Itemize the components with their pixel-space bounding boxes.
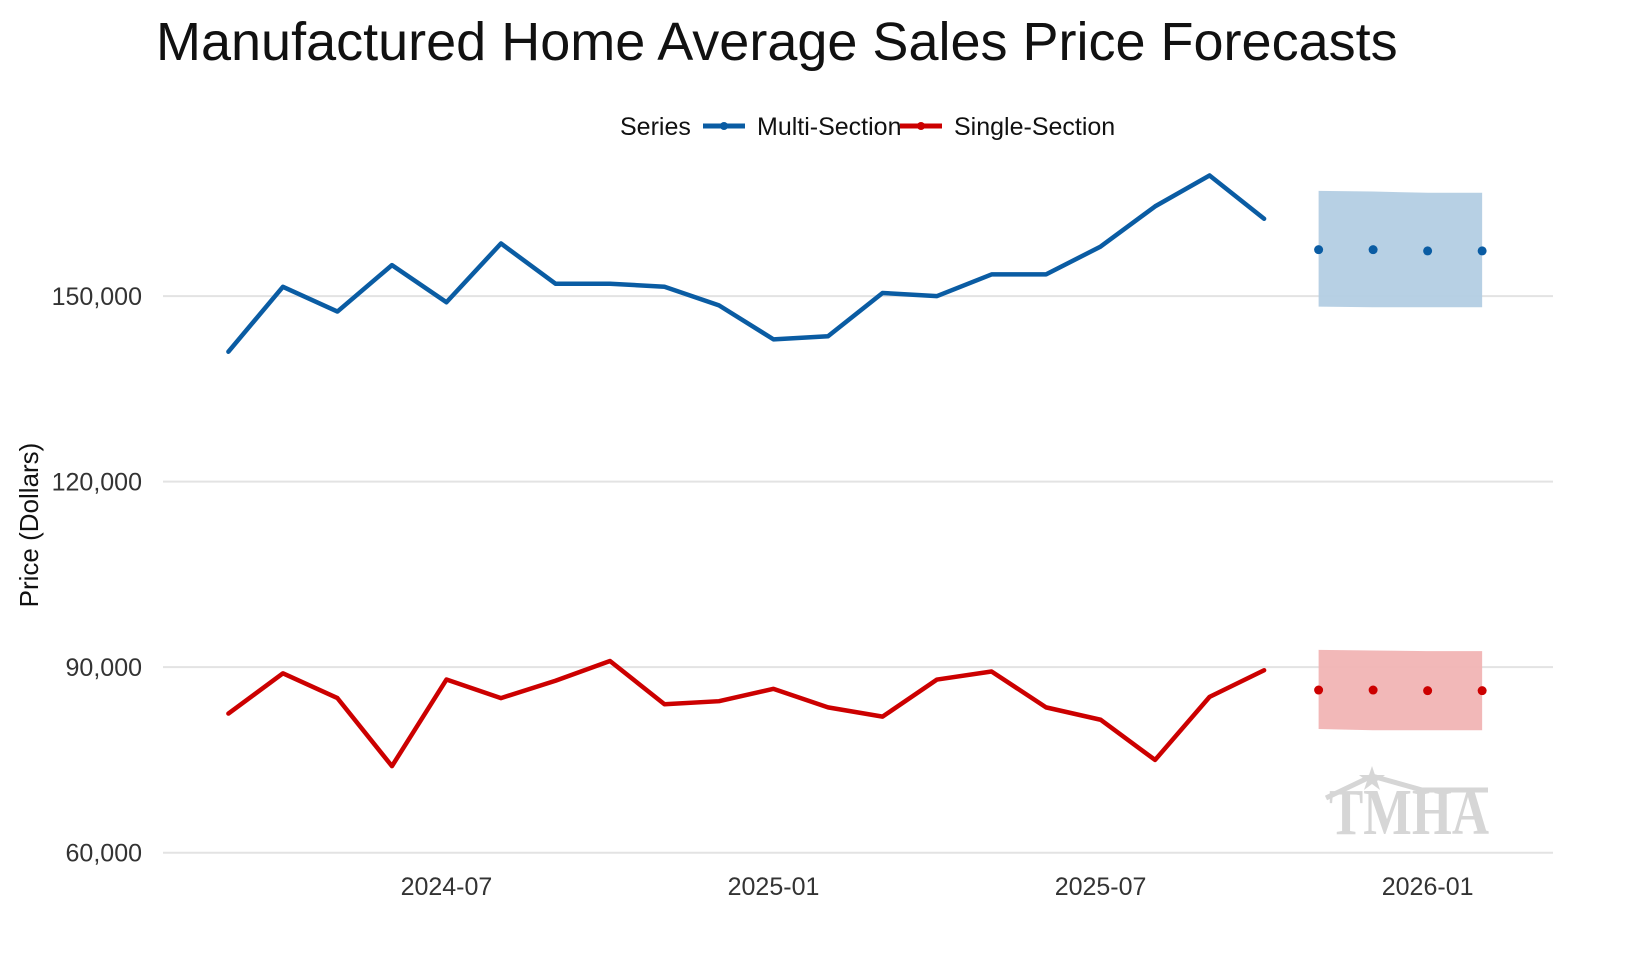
grid xyxy=(163,295,1553,854)
x-tick-labels: 2024-07 2025-01 2025-07 2026-01 xyxy=(401,873,1474,901)
forecast-point-single-section xyxy=(1368,685,1378,695)
forecast-band-single-section xyxy=(1318,649,1483,731)
y-tick-label: 60,000 xyxy=(66,840,142,868)
watermark-text: TMHA xyxy=(1329,776,1489,849)
forecast-bands xyxy=(1318,190,1483,731)
forecast-point-multi-section xyxy=(1477,246,1487,256)
y-tick-label: 120,000 xyxy=(52,469,142,497)
forecast-points xyxy=(1314,245,1487,696)
legend-title: Series xyxy=(620,113,691,141)
x-tick-label: 2024-07 xyxy=(401,873,493,901)
x-tick-label: 2025-01 xyxy=(728,873,820,901)
y-tick-label: 150,000 xyxy=(52,283,142,311)
y-axis-label: Price (Dollars) xyxy=(14,443,44,608)
series-lines xyxy=(226,173,1267,769)
legend-label-single-section: Single-Section xyxy=(954,113,1115,141)
roof-outline-icon xyxy=(1324,773,1488,801)
x-tick-label: 2026-01 xyxy=(1382,873,1474,901)
y-tick-label: 90,000 xyxy=(66,654,142,682)
watermark-logo: TMHA xyxy=(1324,766,1489,849)
forecast-point-single-section xyxy=(1314,685,1324,695)
legend-label-multi-section: Multi-Section xyxy=(757,113,902,141)
series-line-single-section xyxy=(226,658,1267,769)
forecast-point-single-section xyxy=(1477,686,1487,696)
legend: Series Multi-Section Single-Section xyxy=(620,113,1115,141)
forecast-band-multi-section xyxy=(1318,190,1483,308)
forecast-point-multi-section xyxy=(1368,245,1378,255)
y-tick-labels: 60,000 90,000 120,000 150,000 xyxy=(52,283,142,868)
legend-dot-single-section xyxy=(917,122,925,130)
forecast-point-multi-section xyxy=(1314,245,1324,255)
x-tick-label: 2025-07 xyxy=(1055,873,1147,901)
chart-title: Manufactured Home Average Sales Price Fo… xyxy=(156,12,1398,72)
forecast-point-single-section xyxy=(1423,686,1433,696)
legend-dot-multi-section xyxy=(720,122,728,130)
forecast-point-multi-section xyxy=(1423,246,1433,256)
series-line-multi-section xyxy=(226,173,1267,354)
